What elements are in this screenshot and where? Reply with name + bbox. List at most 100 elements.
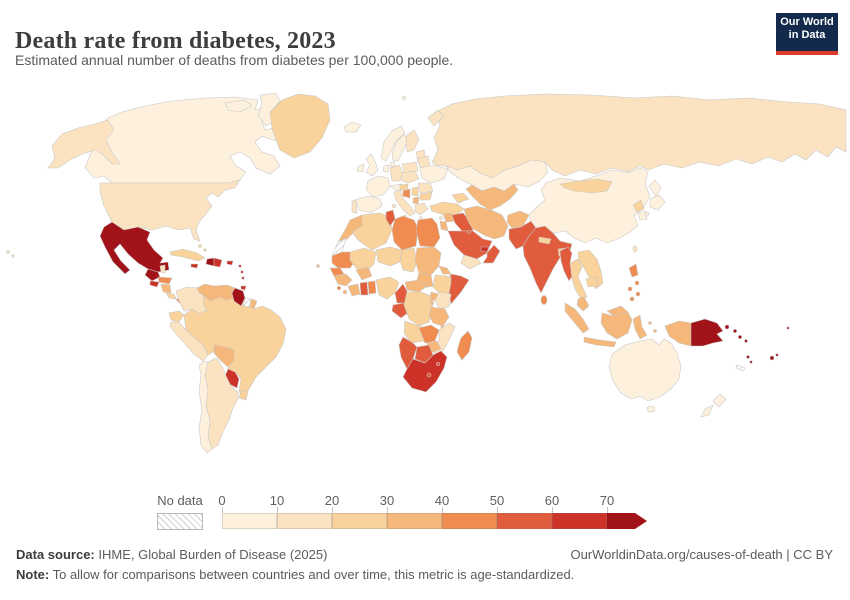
country-yemen[interactable] (460, 254, 482, 270)
country-canada-arctic[interactable] (224, 99, 253, 113)
country-tanzania[interactable] (428, 306, 450, 327)
country-new-britain[interactable] (733, 329, 737, 333)
country-chile[interactable] (198, 360, 213, 454)
country-jamaica[interactable] (190, 263, 199, 269)
country-rwanda-burundi[interactable] (429, 300, 435, 306)
country-somalia[interactable] (448, 273, 470, 305)
country-tunisia[interactable] (385, 209, 396, 227)
country-kenya[interactable] (434, 291, 452, 310)
country-sumatra[interactable] (564, 302, 590, 334)
country-micronesia[interactable] (786, 326, 790, 330)
country-germany[interactable] (389, 164, 404, 182)
country-cuba[interactable] (169, 248, 206, 262)
country-saudi-arabia[interactable] (447, 230, 493, 260)
country-moluccas[interactable] (648, 321, 652, 325)
country-kyushu[interactable] (644, 211, 650, 217)
country-central-asia[interactable] (465, 183, 519, 211)
country-eswatini[interactable] (436, 362, 440, 366)
country-vanuatu[interactable] (749, 360, 753, 364)
country-bulgaria[interactable] (419, 191, 433, 201)
country-spain[interactable] (354, 195, 383, 214)
country-chad[interactable] (399, 247, 418, 273)
country-trinidad[interactable] (240, 285, 247, 291)
country-crete[interactable] (419, 216, 423, 220)
legend-bin-0-10[interactable] (222, 513, 277, 529)
country-bahamas[interactable] (203, 248, 207, 252)
country-sweden[interactable] (391, 133, 409, 162)
country-madagascar[interactable] (456, 330, 473, 361)
country-mongolia[interactable] (559, 178, 613, 194)
country-cape-verde[interactable] (316, 264, 320, 268)
country-sulawesi[interactable] (632, 314, 648, 340)
country-bahamas[interactable] (198, 244, 202, 248)
country-sardinia[interactable] (391, 203, 397, 209)
country-ukraine[interactable] (419, 164, 449, 184)
country-new-britain[interactable] (724, 324, 730, 330)
country-vanuatu[interactable] (746, 355, 750, 359)
legend-bin-10-20[interactable] (277, 513, 332, 529)
country-turkey[interactable] (429, 201, 465, 216)
country-ghana[interactable] (359, 281, 369, 296)
legend-bin-60-70[interactable] (552, 513, 607, 529)
country-russia[interactable] (431, 93, 847, 179)
country-nepal[interactable] (538, 236, 552, 245)
country-new-zealand-north[interactable] (712, 393, 727, 408)
country-borneo[interactable] (600, 311, 633, 340)
country-lesotho[interactable] (426, 372, 432, 378)
country-japan[interactable] (648, 179, 662, 198)
country-new-caledonia[interactable] (735, 364, 746, 372)
country-solomon-islands[interactable] (738, 335, 742, 339)
country-ecuador[interactable] (168, 310, 185, 323)
country-caucasus[interactable] (451, 192, 470, 204)
country-nicaragua[interactable] (160, 283, 172, 294)
country-oman[interactable] (482, 244, 501, 264)
country-liberia[interactable] (342, 289, 348, 295)
country-drc[interactable] (403, 291, 434, 327)
country-lesser-antilles[interactable] (238, 264, 242, 268)
country-bolivia[interactable] (213, 344, 235, 368)
country-solomon-islands[interactable] (744, 339, 748, 343)
country-eritrea[interactable] (438, 265, 452, 275)
country-taiwan[interactable] (632, 245, 638, 253)
country-uae[interactable] (480, 246, 490, 253)
country-australia[interactable] (608, 338, 682, 402)
country-sierra-leone[interactable] (336, 285, 342, 291)
country-philippines[interactable] (634, 280, 640, 286)
country-new-zealand-south[interactable] (700, 404, 714, 418)
country-cyprus[interactable] (439, 216, 443, 220)
country-guyana[interactable] (231, 287, 246, 307)
country-jordan-israel[interactable] (439, 220, 449, 232)
country-ireland[interactable] (356, 163, 365, 173)
country-italy[interactable] (393, 189, 416, 217)
country-finland[interactable] (405, 129, 420, 153)
country-guatemala[interactable] (144, 268, 161, 282)
country-sudan[interactable] (414, 246, 442, 276)
country-haiti[interactable] (205, 257, 215, 267)
country-philippines[interactable] (635, 291, 641, 297)
country-puerto-rico[interactable] (226, 260, 234, 266)
country-el-salvador[interactable] (149, 280, 160, 288)
country-malaysia-borneo[interactable] (606, 305, 629, 317)
country-togo-benin[interactable] (367, 280, 377, 295)
country-lesser-antilles[interactable] (241, 276, 245, 280)
owid-logo[interactable]: Our World in Data (776, 13, 838, 55)
country-romania[interactable] (417, 182, 434, 194)
country-france[interactable] (365, 175, 391, 198)
country-denmark[interactable] (389, 160, 396, 168)
country-greenland[interactable] (269, 93, 331, 159)
country-albania-macedonia[interactable] (412, 196, 420, 205)
country-zambia[interactable] (418, 324, 440, 344)
footer-link[interactable]: OurWorldinData.org/causes-of-death | CC … (570, 547, 833, 562)
country-philippines[interactable] (629, 296, 635, 302)
country-papua-new-guinea[interactable] (690, 318, 724, 347)
country-egypt[interactable] (415, 217, 441, 248)
country-malaysia[interactable] (576, 296, 590, 312)
country-philippines[interactable] (628, 263, 639, 278)
country-czech-slovakia-hungary[interactable] (401, 170, 420, 184)
country-poland[interactable] (401, 161, 419, 174)
no-data-swatch[interactable] (157, 513, 203, 530)
legend-bin-30-40[interactable] (387, 513, 442, 529)
country-senegal[interactable] (329, 267, 345, 277)
country-french-guiana[interactable] (249, 298, 258, 310)
country-algeria[interactable] (351, 212, 393, 251)
